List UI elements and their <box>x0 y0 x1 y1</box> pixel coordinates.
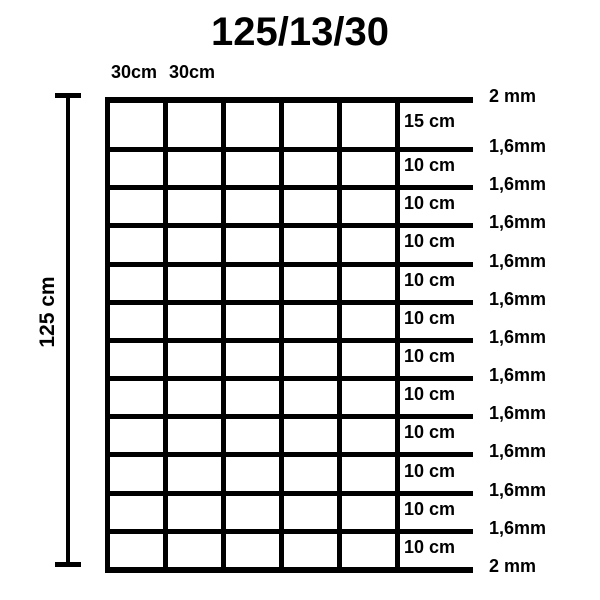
vertical-wire <box>105 97 110 567</box>
horizontal-wire <box>105 567 473 573</box>
horizontal-wire <box>105 376 473 382</box>
page-title: 125/13/30 <box>211 10 389 54</box>
wire-gauge-label: 1,6mm <box>489 136 547 156</box>
horizontal-wire <box>105 528 473 534</box>
gap-spacing-label: 10 cm <box>404 384 456 405</box>
vertical-wire <box>221 97 226 567</box>
horizontal-wire <box>105 223 473 229</box>
wire-gauge-label: 1,6mm <box>489 250 547 271</box>
horizontal-wire <box>105 147 473 152</box>
gap-spacing-label: 10 cm <box>404 460 456 481</box>
gap-spacing-label: 10 cm <box>404 346 456 366</box>
horizontal-wire <box>105 452 473 458</box>
column-spacing-label: 30cm <box>168 62 216 82</box>
vertical-wire <box>163 97 168 567</box>
wire-gauge-label: 1,6mm <box>489 479 547 500</box>
wire-gauge-label: 1,6mm <box>489 212 547 233</box>
gap-spacing-label: 10 cm <box>404 307 456 328</box>
dimension-cap-top <box>55 93 81 98</box>
vertical-wire <box>279 97 284 567</box>
horizontal-wire <box>105 490 473 496</box>
wire-gauge-label: 1,6mm <box>489 403 547 424</box>
gap-spacing-label: 15 cm <box>404 111 456 131</box>
gap-spacing-label: 10 cm <box>404 155 456 176</box>
horizontal-wire <box>105 414 473 420</box>
gap-spacing-label: 10 cm <box>404 422 456 443</box>
dimension-cap-bottom <box>55 562 81 567</box>
horizontal-wire <box>105 261 473 267</box>
vertical-wire <box>337 97 342 567</box>
wire-gauge-label: 1,6mm <box>489 174 547 195</box>
vertical-wire <box>395 97 400 567</box>
gap-spacing-label: 10 cm <box>404 231 456 252</box>
gap-spacing-label: 10 cm <box>404 536 456 557</box>
wire-gauge-label: 1,6mm <box>489 365 547 386</box>
wire-gauge-label: 2 mm <box>489 86 537 106</box>
column-spacing-label: 30cm <box>110 62 158 82</box>
wire-gauge-label: 1,6mm <box>489 326 547 347</box>
wire-gauge-label: 2 mm <box>489 556 537 576</box>
gap-spacing-label: 10 cm <box>404 193 456 214</box>
dimension-label-height: 125 cm <box>36 276 59 348</box>
mesh-grid <box>105 97 473 573</box>
gap-spacing-label: 10 cm <box>404 269 456 290</box>
dimension-line-vertical <box>66 97 70 567</box>
horizontal-wire <box>105 97 473 103</box>
wire-gauge-label: 1,6mm <box>489 441 547 462</box>
horizontal-wire <box>105 337 473 343</box>
horizontal-wire <box>105 299 473 305</box>
wire-gauge-label: 1,6mm <box>489 288 547 309</box>
horizontal-wire <box>105 185 473 191</box>
gap-spacing-label: 10 cm <box>404 498 456 519</box>
wire-gauge-label: 1,6mm <box>489 517 547 538</box>
